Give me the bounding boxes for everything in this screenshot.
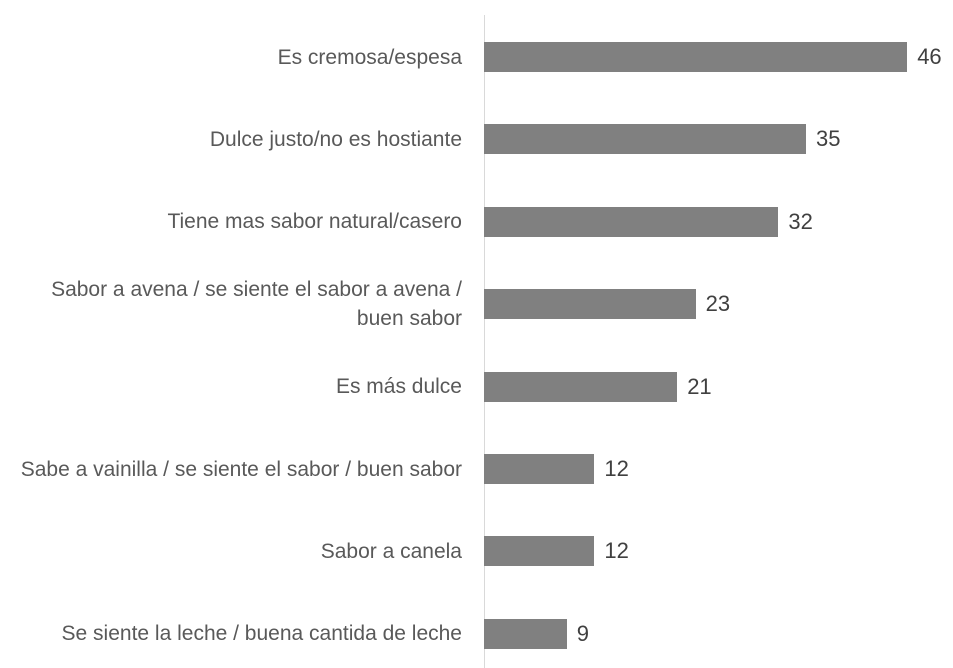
value-label: 12 xyxy=(604,456,629,481)
value-label: 32 xyxy=(788,208,813,234)
bar xyxy=(484,454,595,484)
bar xyxy=(484,536,595,567)
bar xyxy=(484,618,567,649)
bar xyxy=(484,124,806,155)
value-label: 46 xyxy=(917,44,942,69)
category-axis xyxy=(484,15,485,668)
bar xyxy=(484,371,678,402)
value-label: 12 xyxy=(604,538,629,564)
value-label: 21 xyxy=(687,373,712,399)
value-label: 9 xyxy=(576,620,590,646)
category-label: Dulce justo/no es hostiante xyxy=(209,127,462,151)
category-label: Se siente la leche / buena cantida de le… xyxy=(61,622,462,646)
bar xyxy=(484,289,696,320)
value-label: 35 xyxy=(816,126,841,152)
bar xyxy=(484,206,779,237)
category-label: Sabe a vainilla / se siente el sabor / b… xyxy=(20,457,462,481)
category-label: Tiene mas sabor natural/casero xyxy=(167,210,462,234)
category-label: Es más dulce xyxy=(335,375,462,399)
category-label: Sabor a avena / se siente el sabor a ave… xyxy=(51,278,462,331)
category-label: Es cremosa/espesa xyxy=(277,45,462,69)
bar xyxy=(484,42,908,72)
category-label: Sabor a canela xyxy=(320,539,462,563)
value-label: 23 xyxy=(705,291,731,317)
